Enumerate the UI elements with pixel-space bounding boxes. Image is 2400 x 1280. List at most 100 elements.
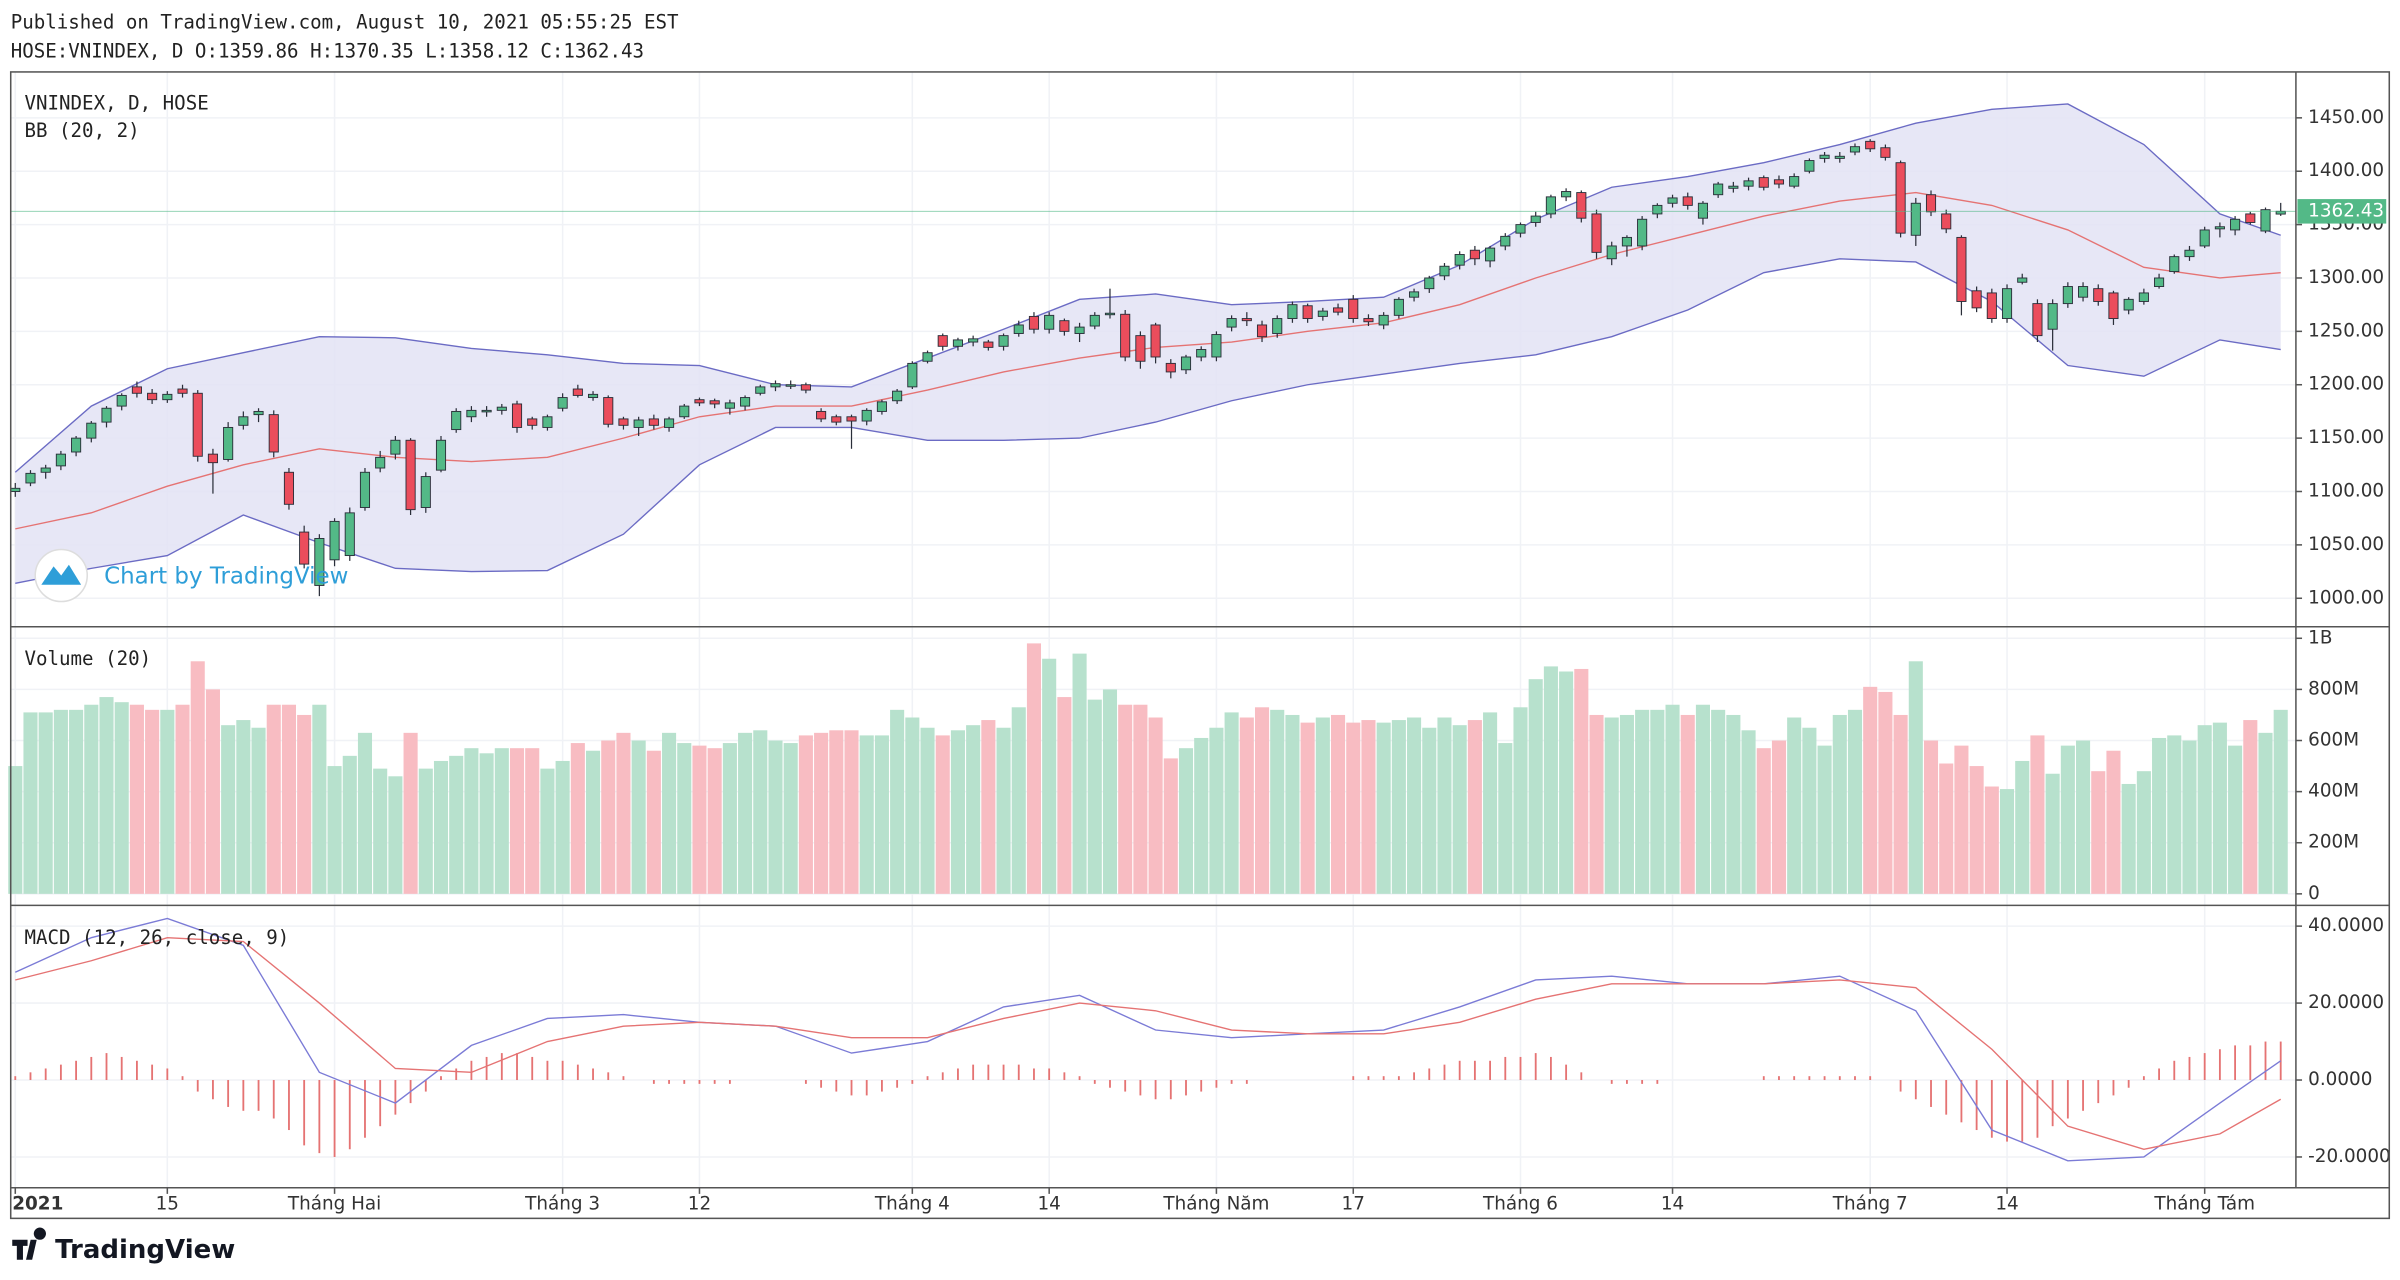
- volume-bar: [2258, 732, 2273, 894]
- candle-body: [1469, 249, 1480, 260]
- volume-bar: [53, 709, 68, 894]
- candle-body: [1059, 320, 1070, 332]
- volume-bar: [814, 732, 829, 894]
- candle-body: [1074, 326, 1085, 334]
- candle-body: [633, 419, 644, 428]
- candle-body: [1485, 247, 1496, 262]
- candle-body: [770, 383, 781, 388]
- candle-body: [375, 456, 386, 469]
- candle-body: [1986, 292, 1997, 320]
- volume-bar: [1315, 717, 1330, 894]
- candle-body: [1804, 160, 1815, 172]
- candle-body: [177, 388, 188, 394]
- x-tick-label: Tháng 6: [1482, 1194, 1558, 1215]
- volume-bar: [327, 766, 342, 894]
- volume-bar: [160, 709, 175, 894]
- candle-body: [2260, 209, 2271, 232]
- volume-bar: [281, 704, 296, 894]
- pane-title: Volume (20): [24, 647, 151, 670]
- candle-body: [1028, 315, 1040, 330]
- volume-bar: [1923, 740, 1939, 894]
- volume-bar: [966, 725, 981, 894]
- volume-bar: [890, 709, 905, 894]
- volume-bar: [373, 768, 388, 894]
- candle-body: [542, 416, 553, 428]
- logo-mark: [12, 1227, 46, 1260]
- volume-bar: [84, 704, 99, 894]
- volume-bar: [1072, 653, 1087, 894]
- volume-bar: [1741, 730, 1756, 894]
- volume-bar: [662, 732, 677, 894]
- candle-body: [1743, 180, 1754, 187]
- candle-body: [800, 384, 811, 391]
- candle-body: [603, 397, 614, 425]
- volume-bar: [1589, 714, 1604, 894]
- volume-bar: [266, 704, 281, 894]
- volume-bar: [221, 725, 236, 894]
- candle-body: [1880, 147, 1891, 158]
- volume-bar: [342, 755, 357, 894]
- volume-bar: [1528, 679, 1543, 894]
- x-tick-label: 14: [1037, 1194, 1060, 1215]
- volume-bar: [1057, 697, 1072, 894]
- candle-body: [1424, 277, 1435, 290]
- candle-body: [952, 339, 963, 347]
- candle-body: [2001, 288, 2013, 320]
- candle-body: [435, 439, 447, 471]
- volume-bar: [1163, 758, 1178, 894]
- volume-bar: [2136, 771, 2151, 894]
- x-tick-label: Tháng 7: [1832, 1194, 1908, 1215]
- candle-body: [618, 418, 629, 426]
- volume-bar: [1452, 725, 1467, 894]
- y-tick-label: 20.0000: [2308, 992, 2384, 1013]
- candle-body: [1226, 318, 1237, 328]
- volume-bar: [1102, 689, 1118, 894]
- x-tick-label: 14: [1661, 1194, 1684, 1215]
- candle-body: [238, 416, 249, 426]
- volume-bar: [2152, 737, 2167, 894]
- y-tick-label: 1100.00: [2308, 481, 2384, 502]
- candle-body: [71, 437, 82, 453]
- volume-bar: [1270, 709, 1285, 894]
- volume-bar: [1224, 712, 1239, 894]
- volume-bar: [1863, 686, 1878, 894]
- bb-fill: [15, 103, 2281, 584]
- y-tick-label: 1050.00: [2308, 534, 2384, 555]
- x-tick-label: 14: [1995, 1194, 2018, 1215]
- candle-body: [572, 388, 583, 396]
- volume-bar: [1331, 714, 1346, 894]
- candle-body: [968, 338, 979, 343]
- volume-bar: [1650, 709, 1665, 894]
- volume-bar: [1239, 717, 1254, 894]
- candle-body: [1621, 236, 1632, 247]
- volume-bar: [1726, 714, 1741, 894]
- plot: 1362.43: [8, 103, 2387, 1162]
- volume-bar: [1422, 727, 1437, 894]
- volume-bar: [601, 740, 616, 894]
- volume-bar: [692, 745, 707, 894]
- volume-bar: [1817, 745, 1832, 894]
- volume-bar: [1407, 717, 1422, 894]
- volume-bar: [1376, 722, 1391, 894]
- y-tick-label: -20.0000: [2308, 1146, 2391, 1167]
- volume-bar: [1635, 709, 1650, 894]
- candle-body: [1728, 185, 1739, 189]
- candle-body: [679, 405, 690, 418]
- volume-bar: [1604, 717, 1619, 894]
- volume-bar: [798, 735, 813, 894]
- y-tick-label: 200M: [2308, 832, 2359, 853]
- candle-body: [998, 335, 1009, 347]
- candle-body: [2214, 226, 2225, 230]
- y-tick-label: 1150.00: [2308, 427, 2384, 448]
- candle-body: [1044, 314, 1055, 330]
- watermark-icon-cloud: [41, 564, 82, 585]
- volume-bar: [464, 748, 479, 894]
- y-tick-label: 1200.00: [2308, 374, 2384, 395]
- candle-body: [876, 401, 887, 412]
- last-price-tag: [2297, 199, 2387, 224]
- y-tick-label: 1400.00: [2308, 160, 2384, 181]
- volume-bar: [1209, 727, 1224, 894]
- candle-body: [1910, 202, 1921, 236]
- candle-body: [283, 471, 295, 505]
- volume-bar: [8, 766, 23, 894]
